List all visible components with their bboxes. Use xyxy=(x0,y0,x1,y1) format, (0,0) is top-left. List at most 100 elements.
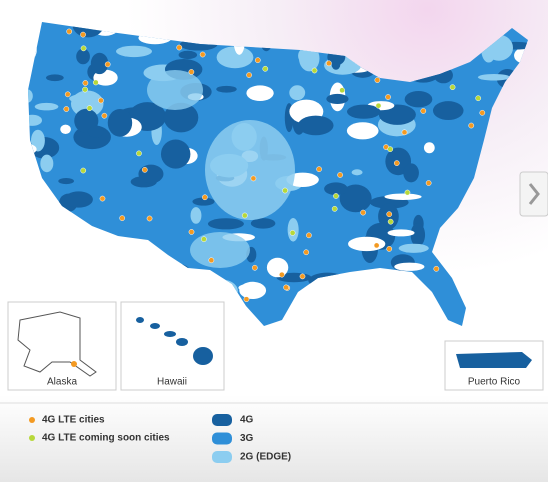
city-marker xyxy=(80,167,87,174)
city-marker xyxy=(101,112,108,119)
coverage-patch xyxy=(346,104,381,119)
city-marker xyxy=(375,102,382,109)
coverage-patch xyxy=(192,197,215,206)
coverage-patch xyxy=(432,101,464,121)
coverage-patch xyxy=(246,85,274,101)
coverage-2g xyxy=(190,232,250,268)
inset-label: Hawaii xyxy=(157,377,187,388)
coverage-patch xyxy=(403,163,419,183)
coverage-patch xyxy=(28,89,33,103)
coverage-patch xyxy=(107,108,133,137)
city-marker xyxy=(449,84,456,91)
city-marker xyxy=(385,94,391,100)
city-marker xyxy=(202,194,208,201)
city-marker xyxy=(98,97,104,104)
city-marker xyxy=(306,232,312,239)
coverage-patch xyxy=(216,85,237,93)
coverage-patch xyxy=(410,223,426,247)
city-marker xyxy=(119,215,126,221)
coverage-patch xyxy=(394,262,425,271)
coverage-patch xyxy=(64,191,93,208)
city-marker xyxy=(303,249,310,256)
next-arrow-button[interactable] xyxy=(519,171,548,217)
city-marker xyxy=(387,146,394,153)
city-marker xyxy=(63,106,70,112)
legend-marker xyxy=(29,435,35,441)
city-marker xyxy=(82,86,88,93)
coverage-patch xyxy=(423,142,435,154)
coverage-patch xyxy=(60,124,71,135)
city-marker xyxy=(141,166,148,173)
city-marker xyxy=(86,105,93,112)
inset-box xyxy=(120,301,225,391)
puerto-rico-shape xyxy=(456,352,532,368)
city-marker xyxy=(188,229,195,235)
city-marker xyxy=(188,69,195,75)
city-markers xyxy=(63,28,486,303)
city-marker xyxy=(404,189,411,196)
legend-label: 3G xyxy=(240,433,254,444)
city-marker xyxy=(146,215,153,222)
coverage-patch xyxy=(216,46,254,69)
coverage-2g xyxy=(147,70,203,110)
coverage-patch xyxy=(387,229,415,237)
city-marker xyxy=(201,236,207,243)
city-marker xyxy=(82,80,89,86)
city-marker xyxy=(92,79,99,86)
arrow-icon xyxy=(528,183,540,205)
city-marker xyxy=(254,57,261,64)
city-marker xyxy=(299,273,306,280)
coverage-patch xyxy=(331,58,341,70)
legend-background xyxy=(0,395,548,482)
city-marker xyxy=(136,150,142,157)
coverage-patch xyxy=(28,114,43,126)
coverage-patch xyxy=(178,50,198,60)
hawaii-shape xyxy=(136,317,213,365)
coverage-patch xyxy=(324,182,348,196)
city-marker xyxy=(279,271,285,278)
city-marker xyxy=(326,60,332,67)
coverage-patch xyxy=(398,243,429,253)
city-marker xyxy=(360,209,366,216)
city-marker xyxy=(373,242,380,249)
city-marker xyxy=(80,45,87,52)
city-marker xyxy=(331,205,338,212)
city-marker xyxy=(311,67,318,74)
city-marker xyxy=(283,284,289,291)
city-marker xyxy=(386,246,393,252)
city-marker xyxy=(99,195,106,202)
city-marker xyxy=(262,65,269,72)
city-marker xyxy=(374,77,381,83)
city-marker xyxy=(104,61,111,68)
inset-label: Alaska xyxy=(47,377,77,388)
city-marker xyxy=(289,230,296,236)
legend-label: 4G LTE cities xyxy=(42,415,105,426)
alaska-shape xyxy=(17,311,97,377)
coverage-patch xyxy=(326,93,349,104)
legend-swatch xyxy=(212,451,232,463)
legend-label: 4G xyxy=(240,415,254,426)
coverage-patch xyxy=(339,184,372,213)
coverage-patch xyxy=(90,52,109,75)
coverage-patch xyxy=(404,91,433,108)
coverage-patch xyxy=(378,104,416,125)
coverage-patch xyxy=(40,154,54,173)
city-marker xyxy=(199,51,206,58)
coverage-patch xyxy=(207,218,244,230)
coverage-patch xyxy=(250,218,276,229)
city-marker xyxy=(241,212,248,219)
city-marker xyxy=(468,122,475,129)
coverage-patch xyxy=(298,45,320,72)
coverage-patch xyxy=(297,115,334,136)
city-marker xyxy=(64,91,71,98)
coverage-patch xyxy=(87,125,104,138)
city-marker xyxy=(425,180,432,186)
city-marker xyxy=(66,28,73,35)
city-marker xyxy=(176,44,183,51)
coverage-patch xyxy=(46,74,64,82)
city-marker xyxy=(250,175,257,182)
coverage-patch xyxy=(477,73,511,81)
coverage-2g xyxy=(205,120,295,220)
city-marker xyxy=(386,211,393,218)
